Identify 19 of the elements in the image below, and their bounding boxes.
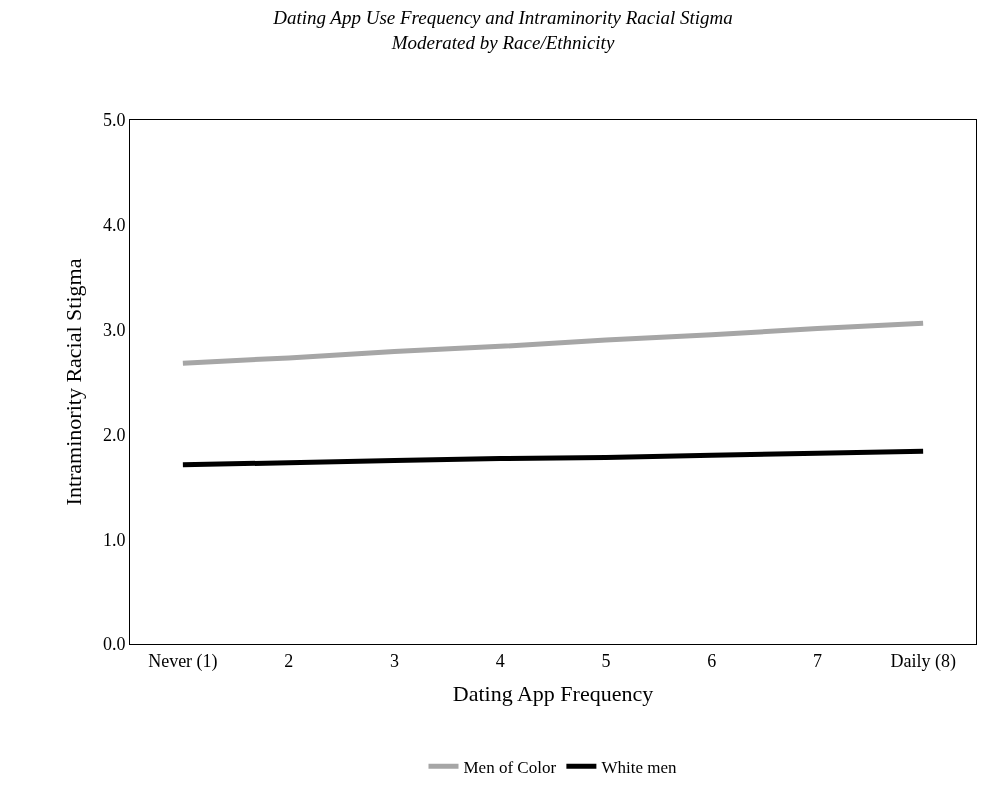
x-tick-label: 6 — [707, 650, 717, 671]
y-tick-label: 0.0 — [102, 634, 126, 655]
x-tick-label: 3 — [389, 650, 399, 671]
x-tick-label: Never (1) — [148, 650, 218, 672]
x-tick-label: Daily (8) — [890, 650, 956, 672]
chart-title: Dating App Use Frequency and Intraminority Racial Stigma Moderated by Race/Ethnicity — [272, 6, 733, 53]
legend-label: White men — [601, 757, 677, 777]
y-tick-label: 2.0 — [102, 424, 126, 445]
x-tick-label: 4 — [495, 650, 505, 671]
x-tick-label: 7 — [812, 650, 822, 671]
legend-label: Men of Color — [463, 757, 557, 777]
x-axis-title: Dating App Frequency — [452, 681, 654, 707]
x-tick-label: 2 — [284, 650, 294, 671]
x-tick-label: 5 — [601, 650, 611, 671]
y-tick-label: 5.0 — [102, 110, 126, 131]
y-tick-label: 3.0 — [102, 319, 126, 340]
y-tick-label: 4.0 — [102, 215, 126, 236]
y-tick-label: 1.0 — [102, 529, 126, 550]
y-axis-title: Intraminority Racial Stigma — [60, 258, 86, 506]
